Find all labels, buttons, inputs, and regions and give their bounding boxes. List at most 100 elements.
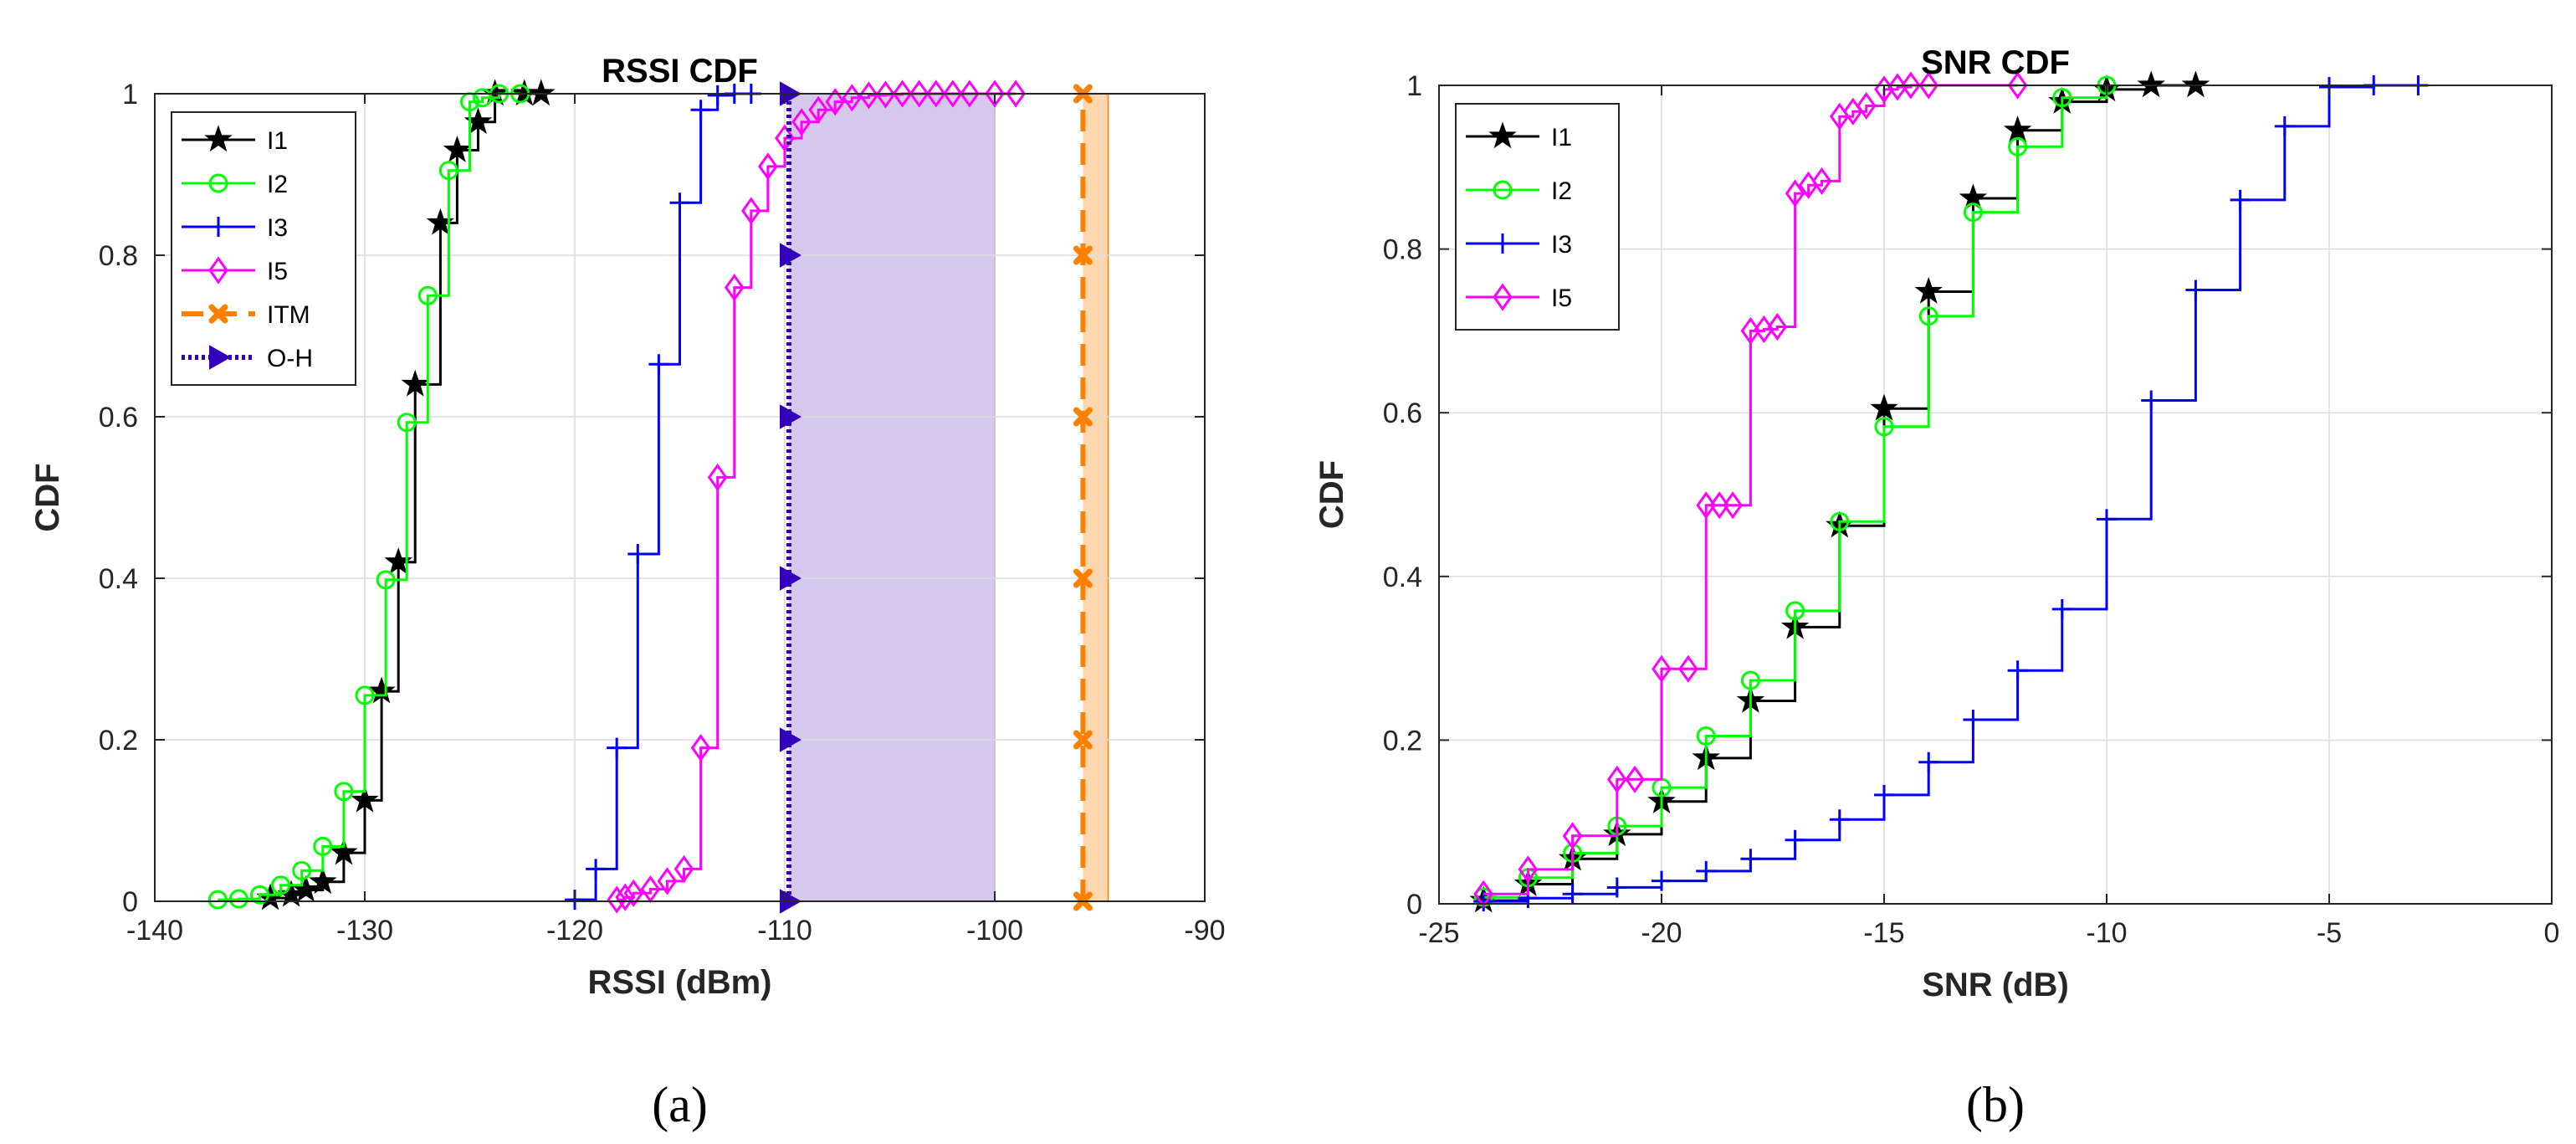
x-tick-label: -140 <box>126 915 183 946</box>
band-itm <box>1083 94 1109 901</box>
point-i2 <box>292 860 312 880</box>
legend-label-i1: I1 <box>267 127 288 155</box>
point-i2 <box>1874 417 1894 437</box>
subfigure-label: (b) <box>1966 1077 2025 1132</box>
legend-marker-itm <box>208 304 228 324</box>
point-i2 <box>1740 670 1760 690</box>
point-i2 <box>355 685 375 705</box>
point-i5 <box>758 152 778 181</box>
x-tick-label: -25 <box>1418 917 1459 949</box>
band-o-h <box>789 94 995 901</box>
point-i1 <box>527 79 556 106</box>
y-tick-label: 0.4 <box>1383 562 1422 593</box>
legend-marker-i2 <box>208 173 228 193</box>
y-tick-label: 1 <box>1406 70 1422 102</box>
point-i5 <box>607 885 627 914</box>
point-i5 <box>942 80 963 108</box>
point-i5 <box>740 197 761 225</box>
point-i5 <box>1652 654 1672 683</box>
point-i3 <box>1963 709 1984 730</box>
point-i5 <box>724 274 745 302</box>
point-i1 <box>1914 276 1943 304</box>
point-i2 <box>1696 726 1716 746</box>
point-i2 <box>228 889 248 909</box>
x-tick-label: -100 <box>966 915 1023 946</box>
point-i5 <box>1473 880 1494 908</box>
point-i3 <box>2007 660 2028 681</box>
point-i2 <box>397 413 417 433</box>
point-i5 <box>1006 80 1026 108</box>
point-i5 <box>615 883 636 911</box>
point-i1 <box>367 676 396 704</box>
point-i2 <box>2008 136 2028 156</box>
point-i1 <box>401 369 430 397</box>
y-tick-label: 0.8 <box>99 240 138 272</box>
y-tick-label: 1 <box>122 79 138 110</box>
legend-marker-i2 <box>1493 180 1513 200</box>
point-i2 <box>1918 306 1938 326</box>
legend-label-i2: I2 <box>1551 177 1572 205</box>
point-i3 <box>607 737 627 758</box>
x-tick-label: -20 <box>1641 917 1682 949</box>
plot-area <box>1439 85 2552 904</box>
point-i3 <box>707 85 728 105</box>
legend-label-i1: I1 <box>1551 124 1572 151</box>
point-i5 <box>825 88 846 116</box>
point-i5 <box>775 124 795 152</box>
y-tick-label: 0 <box>1406 889 1422 921</box>
point-i5 <box>1856 91 1877 121</box>
point-i3 <box>1696 860 1717 881</box>
point-i1 <box>2181 70 2210 98</box>
point-i5 <box>1678 654 1698 683</box>
legend-marker-i5 <box>1493 283 1513 311</box>
y-tick-label: 0.6 <box>99 402 138 433</box>
point-i2 <box>1963 203 1983 223</box>
x-tick-label: -120 <box>546 915 603 946</box>
point-i5 <box>1696 491 1717 520</box>
point-i1 <box>1870 393 1898 421</box>
point-i2 <box>250 885 269 905</box>
point-i3 <box>627 544 648 565</box>
legend-label-i5: I5 <box>1551 285 1572 312</box>
legend-marker-i5 <box>208 256 228 285</box>
point-i5 <box>892 80 913 108</box>
point-itm <box>1073 730 1093 750</box>
point-i2 <box>1830 511 1850 531</box>
point-o-h <box>780 727 802 752</box>
point-i5 <box>1767 312 1788 341</box>
y-tick-label: 0.2 <box>1383 725 1422 757</box>
point-i3 <box>2051 598 2072 619</box>
x-axis-label: RSSI (dBm) <box>588 964 772 1001</box>
legend: I1 I2 I3 I5 <box>1455 103 1620 331</box>
legend-label-i3: I3 <box>267 214 288 242</box>
point-i5 <box>657 867 678 895</box>
chart-panel-2: -25 -20 -15 -10 -5 0 0 0.2 0.4 0.6 0.8 1 SNR CDF SNR … <box>1314 44 2559 1132</box>
y-tick-label: 0.6 <box>1383 398 1422 429</box>
legend-label-o-h: O-H <box>267 345 313 372</box>
legend-marker-i3 <box>208 217 228 237</box>
series-i1 <box>256 79 556 911</box>
point-i5 <box>985 80 1005 108</box>
point-i3 <box>1874 784 1894 805</box>
point-i3 <box>2141 390 2162 411</box>
point-i1 <box>2137 70 2165 98</box>
point-i3 <box>1740 849 1761 870</box>
point-i5 <box>960 80 980 108</box>
point-i3 <box>669 192 690 213</box>
point-i2 <box>334 782 354 802</box>
point-i3 <box>1606 877 1627 898</box>
x-tick-label: -10 <box>2086 917 2127 949</box>
point-i3 <box>2185 280 2206 300</box>
legend-label-i2: I2 <box>267 171 288 198</box>
point-i5 <box>690 734 711 762</box>
point-i5 <box>808 95 829 124</box>
point-i5 <box>1518 855 1539 884</box>
y-axis-label: CDF <box>1314 460 1350 529</box>
point-i3 <box>1785 829 1805 850</box>
point-i5 <box>791 108 812 136</box>
point-i1 <box>309 867 337 895</box>
legend-label-itm: ITM <box>267 301 310 329</box>
legend-marker-i3 <box>1493 233 1513 254</box>
point-i3 <box>1562 884 1583 905</box>
chart-title: SNR CDF <box>1921 44 2070 81</box>
